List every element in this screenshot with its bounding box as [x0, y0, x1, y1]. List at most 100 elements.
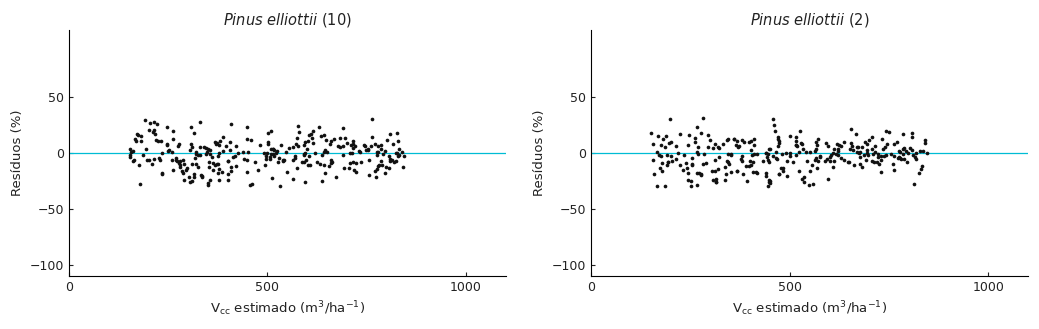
Point [395, 164, 411, 169]
Point [746, 152, 763, 157]
Point [757, 150, 774, 156]
Point [343, 142, 359, 148]
Title: $\it{Pinus\ elliottii}$ (10): $\it{Pinus\ elliottii}$ (10) [222, 11, 351, 29]
Point [230, 151, 246, 156]
Point [832, 156, 849, 161]
Point [732, 156, 749, 161]
Point [719, 137, 736, 142]
Point [722, 169, 739, 174]
Point [789, 143, 805, 148]
Point [174, 168, 190, 173]
Point [175, 170, 191, 175]
Point [331, 135, 348, 140]
Point [258, 157, 274, 162]
Point [775, 168, 792, 174]
Point [184, 145, 201, 150]
Point [658, 183, 674, 189]
Point [217, 143, 234, 149]
Point [369, 167, 385, 172]
Point [316, 162, 332, 167]
Point [904, 148, 921, 153]
Point [341, 161, 357, 166]
Point [127, 137, 143, 142]
Point [710, 144, 726, 150]
Point [184, 162, 201, 167]
Point [680, 170, 696, 176]
Point [327, 175, 344, 180]
Point [364, 135, 380, 140]
Point [388, 151, 404, 156]
Point [760, 151, 776, 156]
Point [867, 143, 883, 148]
Point [211, 166, 228, 171]
Point [309, 160, 325, 165]
Point [262, 157, 278, 162]
Point [186, 130, 203, 136]
Point [745, 160, 762, 165]
Point [352, 160, 369, 165]
Point [159, 141, 176, 147]
Point [152, 157, 168, 162]
Point [323, 160, 340, 165]
Point [285, 157, 301, 162]
Point [660, 160, 676, 165]
Point [125, 148, 141, 153]
Point [721, 161, 738, 166]
X-axis label: V$_{\rm cc}$ estimado (m$^3$/ha$^{-1}$): V$_{\rm cc}$ estimado (m$^3$/ha$^{-1}$) [210, 299, 365, 318]
Point [368, 174, 384, 179]
Point [391, 146, 407, 151]
Point [229, 163, 245, 168]
Point [881, 130, 898, 135]
Point [844, 143, 860, 148]
Point [684, 155, 700, 161]
Point [845, 148, 861, 153]
Point [771, 171, 788, 176]
Point [285, 144, 301, 149]
Point [805, 181, 822, 187]
Point [335, 153, 351, 158]
Point [792, 128, 808, 134]
Point [900, 151, 916, 156]
Point [793, 141, 809, 146]
Point [239, 169, 256, 175]
Point [361, 172, 377, 177]
Point [689, 182, 705, 188]
Point [260, 142, 276, 147]
Point [181, 174, 197, 180]
Point [760, 184, 776, 189]
Point [863, 134, 880, 139]
Point [186, 174, 203, 180]
Point [678, 166, 695, 171]
Point [782, 134, 799, 139]
Point [730, 144, 747, 149]
Point [779, 158, 796, 163]
Point [228, 153, 244, 159]
Point [296, 139, 313, 145]
Point [184, 178, 201, 184]
Point [187, 156, 204, 161]
Point [913, 163, 930, 168]
Point [661, 140, 677, 145]
Point [337, 135, 353, 140]
Point [202, 178, 218, 183]
Point [878, 128, 895, 133]
Point [886, 168, 903, 173]
Point [376, 149, 393, 154]
Point [296, 160, 313, 165]
Point [315, 149, 331, 155]
Point [762, 180, 778, 185]
Point [290, 144, 307, 149]
Point [389, 130, 405, 136]
Point [321, 163, 338, 168]
Point [748, 169, 765, 175]
Point [905, 182, 922, 187]
Point [222, 169, 239, 174]
Point [391, 152, 407, 157]
Point [860, 152, 877, 157]
Point [668, 156, 685, 161]
Point [335, 125, 351, 130]
Point [785, 160, 802, 165]
Point [384, 142, 401, 147]
Point [774, 151, 791, 157]
Point [660, 159, 676, 164]
